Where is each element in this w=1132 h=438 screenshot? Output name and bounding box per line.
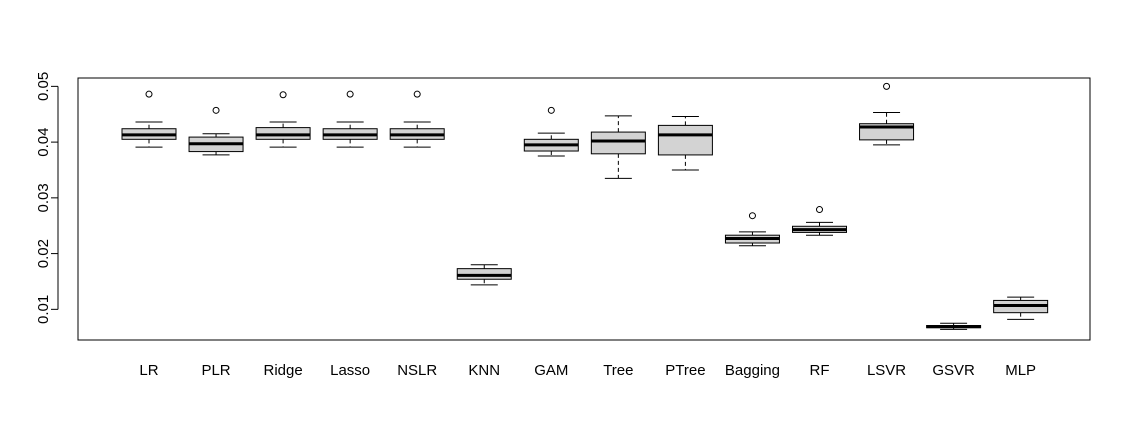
plot-frame: [77, 77, 1091, 341]
box-bagging: [724, 212, 780, 247]
x-tick-label: KNN: [468, 362, 500, 379]
box-mlp: [993, 296, 1049, 320]
box-lsvr: [859, 82, 915, 146]
box-plr: [188, 106, 244, 156]
x-tick-label: MLP: [1005, 362, 1036, 379]
x-tick-label: GAM: [534, 362, 568, 379]
box-tree: [590, 115, 646, 179]
x-tick-label: Tree: [603, 362, 633, 379]
box-nslr: [389, 90, 445, 148]
box-gam: [523, 106, 579, 157]
y-tick-label: 0.02: [35, 239, 52, 268]
x-tick-label: Ridge: [263, 362, 302, 379]
outlier-point: [883, 82, 891, 90]
outlier-point: [346, 90, 354, 98]
outlier-point: [279, 91, 287, 99]
y-axis-ticks: 0.01 0.02 0.03 0.04 0.05: [35, 72, 58, 324]
box-rf: [792, 206, 847, 236]
x-axis-labels: LR PLR Ridge Lasso NSLR KNN GAM Tree PTree Baggin…: [139, 362, 1036, 379]
x-tick-label: PLR: [201, 362, 230, 379]
y-tick-label: 0.05: [35, 72, 52, 101]
y-tick-label: 0.03: [35, 183, 52, 212]
x-tick-label: LR: [139, 362, 158, 379]
x-tick-label: NSLR: [397, 362, 437, 379]
outlier-point: [748, 212, 756, 220]
x-tick-label: LSVR: [867, 362, 906, 379]
outlier-point: [212, 106, 220, 114]
x-tick-label: GSVR: [932, 362, 975, 379]
outlier-point: [145, 90, 153, 98]
outlier-point: [816, 206, 823, 214]
x-tick-label: Lasso: [330, 362, 370, 379]
box-gsvr: [926, 322, 982, 330]
box-lr: [121, 90, 177, 148]
x-tick-label: RF: [810, 362, 830, 379]
box-knn: [456, 264, 512, 286]
box-iqr: [590, 131, 646, 155]
boxplot-series: [121, 82, 1049, 330]
x-tick-label: PTree: [665, 362, 705, 379]
x-tick-label: Bagging: [725, 362, 780, 379]
outlier-point: [547, 106, 555, 114]
box-ridge: [255, 91, 311, 148]
box-ptree: [657, 115, 713, 171]
box-lasso: [322, 90, 378, 148]
outlier-point: [413, 90, 421, 98]
y-tick-label: 0.04: [35, 128, 52, 157]
box-iqr: [657, 124, 713, 156]
y-tick-label: 0.01: [35, 295, 52, 324]
